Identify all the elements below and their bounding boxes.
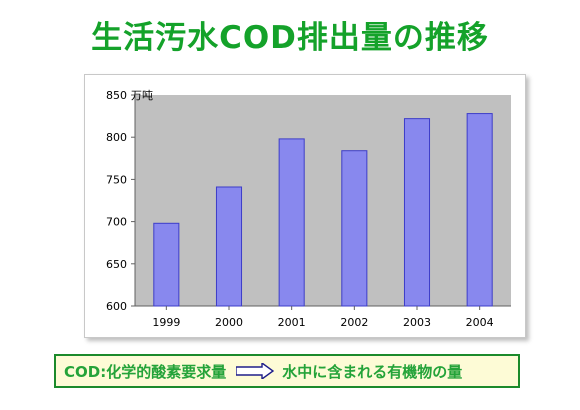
x-tick-label: 2001 [278,316,306,329]
x-tick-label: 1999 [152,316,180,329]
cod-definition-term: COD:化学的酸素要求量 [64,362,227,381]
bar-2000 [215,186,243,307]
y-tick-label: 750 [106,173,127,186]
y-tick-label: 650 [106,258,127,271]
bar-2004 [466,113,493,307]
y-tick-label: 700 [106,216,127,229]
double-arrow-icon [236,363,275,379]
slide-title: 生活汚水COD排出量の推移 [91,20,489,56]
plot-area [135,95,511,306]
y-unit-label: 万吨 [131,89,153,102]
bar-2001 [278,138,305,307]
y-tick-label: 600 [106,300,127,313]
cod-definition-box: COD:化学的酸素要求量 水中に含まれる有機物の量 [54,354,520,388]
x-tick-label: 2004 [466,316,494,329]
cod-definition-meaning: 水中に含まれる有機物の量 [282,362,463,381]
bar-2003 [403,118,431,307]
bar-1999 [153,222,180,307]
x-tick-label: 2000 [215,316,243,329]
bar-chart: 600 650 700 750 800 850 万吨 1999 2000 2001 2002 2003… [106,89,511,329]
x-tick-label: 2003 [403,316,431,329]
x-tick-label: 2002 [340,316,368,329]
chart-frame: 600 650 700 750 800 850 万吨 1999 2000 2001 2002 2003… [84,74,526,338]
y-tick-label: 850 [106,89,127,102]
y-tick-label: 800 [106,131,127,144]
bar-2002 [341,150,368,307]
